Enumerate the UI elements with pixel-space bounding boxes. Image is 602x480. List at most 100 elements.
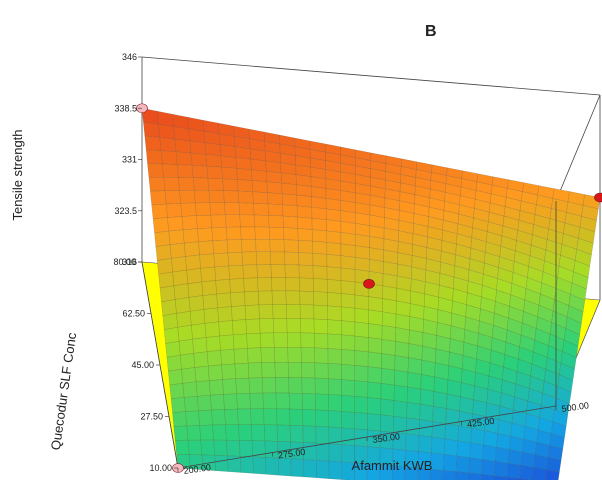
surface-cell xyxy=(340,280,356,296)
surface-cell xyxy=(212,424,227,441)
surface-cell xyxy=(316,460,330,479)
surface-cell xyxy=(354,380,369,398)
surface-cell xyxy=(205,154,222,168)
surface-cell xyxy=(289,425,304,443)
surface-cell xyxy=(154,230,171,247)
surface-cell xyxy=(311,196,327,210)
surface-cell xyxy=(327,305,342,321)
surface-cell xyxy=(243,277,259,293)
surface-cell xyxy=(382,298,397,315)
surface-cell xyxy=(267,192,283,205)
surface-cell xyxy=(247,347,262,364)
surface-cell xyxy=(226,239,243,254)
surface-cell xyxy=(312,229,327,243)
surface-cell xyxy=(187,281,204,298)
surface-cell xyxy=(326,266,342,281)
surface-cell xyxy=(455,471,469,480)
surface-cell xyxy=(186,268,202,284)
surface-cell xyxy=(244,291,260,306)
surface-cell xyxy=(446,393,461,412)
surface-cell xyxy=(219,144,237,158)
surface-cell xyxy=(520,452,536,468)
surface-cell xyxy=(266,181,283,195)
surface-cell xyxy=(204,142,222,157)
surface-cell xyxy=(224,408,239,425)
surface-cell xyxy=(313,291,328,307)
surface-cell xyxy=(341,364,355,381)
surface-cell xyxy=(223,393,238,410)
surface-cell xyxy=(312,253,328,267)
surface-cell xyxy=(393,384,408,403)
surface-cell xyxy=(508,449,523,466)
surface-cell xyxy=(311,207,327,220)
surface-cell xyxy=(213,252,229,268)
surface-cell xyxy=(207,178,224,191)
surface-cell xyxy=(395,313,411,331)
surface-cell xyxy=(354,335,369,353)
surface-cell xyxy=(368,296,383,312)
surface-cell xyxy=(220,349,236,365)
surface-cell xyxy=(230,291,246,307)
surface-cell xyxy=(181,367,197,384)
surface-cell xyxy=(302,393,316,411)
surface-cell xyxy=(143,121,160,138)
surface-cell xyxy=(221,363,236,380)
surface-cell xyxy=(190,152,208,167)
x-axis-label: Afammit KWB xyxy=(352,458,433,473)
surface-cell xyxy=(296,184,312,197)
surface-cell xyxy=(168,369,184,386)
surface-cell xyxy=(433,376,449,395)
surface-cell xyxy=(235,157,252,170)
z-tick-label: 346 xyxy=(122,52,137,62)
surface-cell xyxy=(282,215,299,229)
surface-cell xyxy=(496,433,511,450)
surface-cell xyxy=(195,202,212,216)
surface-cell xyxy=(297,228,313,242)
surface-cell xyxy=(260,332,275,348)
surface-cell xyxy=(194,365,210,382)
surface-cell xyxy=(185,254,201,271)
surface-cell xyxy=(301,362,316,379)
surface-cell xyxy=(354,350,369,367)
surface-cell xyxy=(259,318,274,334)
design-point xyxy=(594,192,602,203)
surface-cell xyxy=(202,293,218,310)
surface-cell xyxy=(265,457,279,476)
x-tick-label: 275.00 xyxy=(277,447,306,461)
surface-cell xyxy=(256,264,272,278)
response-surface-mesh xyxy=(141,108,601,480)
surface-cell xyxy=(290,458,305,478)
surface-cell xyxy=(266,171,282,184)
surface-cell xyxy=(381,325,396,342)
surface-cell xyxy=(249,392,264,409)
surface-cell xyxy=(239,214,256,228)
surface-cell xyxy=(409,316,424,333)
surface-cell xyxy=(147,163,164,178)
surface-cell xyxy=(167,216,184,232)
surface-cell xyxy=(151,203,168,220)
surface-cell xyxy=(200,266,216,283)
surface-cell xyxy=(227,252,243,267)
surface-cell xyxy=(367,351,382,369)
surface-cell xyxy=(433,391,448,409)
surface-cell xyxy=(468,457,483,475)
surface-cell xyxy=(189,140,207,155)
surface-cell xyxy=(420,374,435,392)
surface-cell xyxy=(182,228,199,244)
surface-cell xyxy=(341,411,355,429)
surface-cell xyxy=(269,239,285,253)
surface-cell xyxy=(380,414,394,433)
surface-cell xyxy=(264,424,278,442)
surface-cell xyxy=(367,381,382,400)
surface-cell xyxy=(203,307,219,324)
surface-cell xyxy=(380,383,395,401)
surface-cell xyxy=(197,227,213,242)
surface-cell xyxy=(181,215,198,230)
surface-cell xyxy=(173,126,191,142)
surface-cell xyxy=(341,306,356,323)
surface-cell xyxy=(162,313,178,330)
surface-cell xyxy=(302,409,316,427)
surface-cell xyxy=(418,435,433,454)
surface-cell xyxy=(367,366,382,384)
surface-cell xyxy=(281,183,297,196)
